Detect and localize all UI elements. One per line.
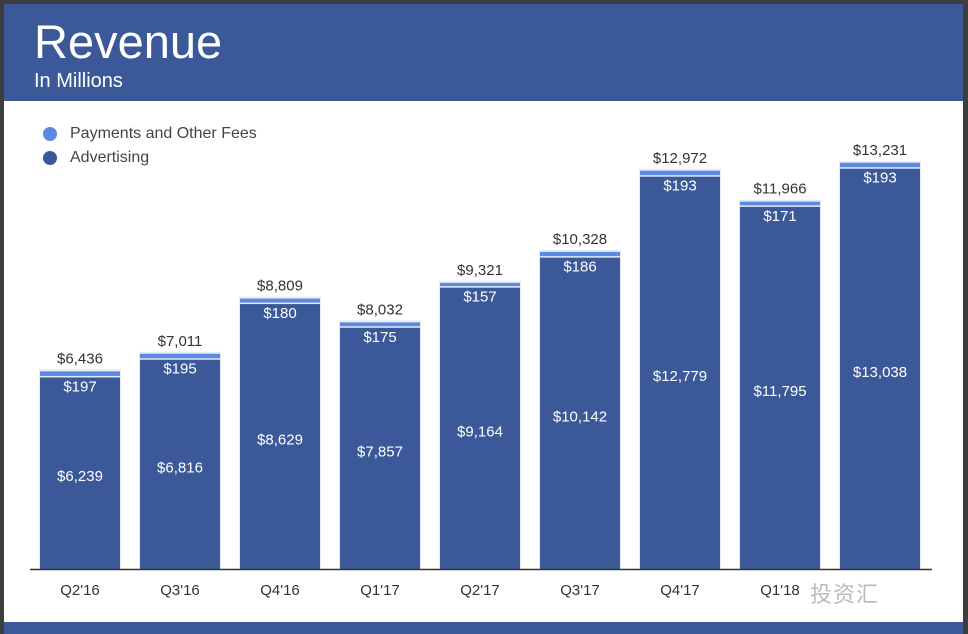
total-label: $6,436 [57,350,103,367]
advertising-label: $9,164 [457,423,503,440]
legend-item-payments: Payments and Other Fees [43,125,257,143]
x-tick-label: Q3'17 [560,582,600,599]
total-label: $12,972 [653,150,707,167]
advertising-label: $6,816 [157,459,203,476]
chart-title: Revenue [34,15,223,68]
x-tick-label: Q4'17 [660,582,700,599]
payments-label: $186 [563,259,596,276]
payments-label: $193 [863,170,896,187]
legend-swatch-advertising [43,151,57,165]
total-label: $9,321 [457,262,503,279]
frame-border [0,0,4,634]
total-label: $10,328 [553,231,607,248]
bar-payments [540,251,620,257]
header-band: Revenue In Millions [4,4,963,101]
advertising-label: $6,239 [57,468,103,485]
bar-payments [440,282,520,287]
x-tick-label: Q2'17 [460,582,500,599]
bar-advertising [440,287,520,569]
bar-payments [240,298,320,303]
advertising-label: $10,142 [553,408,607,425]
legend-item-advertising: Advertising [43,149,149,167]
payments-label: $157 [463,289,496,306]
x-tick-label: Q2'16 [60,582,100,599]
bar-advertising [540,257,620,569]
payments-label: $175 [363,329,396,346]
bar-advertising [840,168,920,569]
total-label: $11,966 [753,181,806,198]
bar-advertising [340,327,420,569]
x-tick-label: Q1'17 [360,582,400,599]
x-tick-label: Q1'18 [760,582,800,599]
footer-band [4,622,963,634]
advertising-label: $13,038 [853,364,907,381]
bar-payments [140,353,220,359]
payments-label: $193 [663,178,696,195]
bar-advertising [240,304,320,569]
payments-label: $171 [763,208,796,225]
bar-advertising [640,176,720,569]
payments-label: $195 [163,361,196,378]
advertising-label: $12,779 [653,368,707,385]
legend-label: Payments and Other Fees [70,125,257,142]
x-tick-label: Q4'16 [260,582,300,599]
total-label: $8,032 [357,301,403,318]
bar-payments [640,170,720,176]
bar-payments [840,162,920,168]
bar-payments [740,201,820,206]
bar-advertising [40,377,120,569]
watermark: 投资汇 [810,582,880,607]
bar-advertising [140,359,220,569]
advertising-label: $7,857 [357,443,403,460]
legend-swatch-payments [43,127,57,141]
legend-label: Advertising [70,149,150,166]
advertising-label: $11,795 [753,383,806,400]
chart-subtitle: In Millions [34,70,123,92]
payments-label: $180 [263,305,296,322]
advertising-label: $8,629 [257,432,303,449]
bar-advertising [740,206,820,569]
frame-border [963,0,968,634]
payments-label: $197 [63,378,96,395]
frame-border [0,0,968,4]
total-label: $8,809 [257,278,303,295]
x-tick-label: Q3'16 [160,582,200,599]
bar-payments [40,371,120,376]
bar-payments [340,322,420,327]
total-label: $7,011 [158,333,203,350]
total-label: $13,231 [853,142,907,159]
